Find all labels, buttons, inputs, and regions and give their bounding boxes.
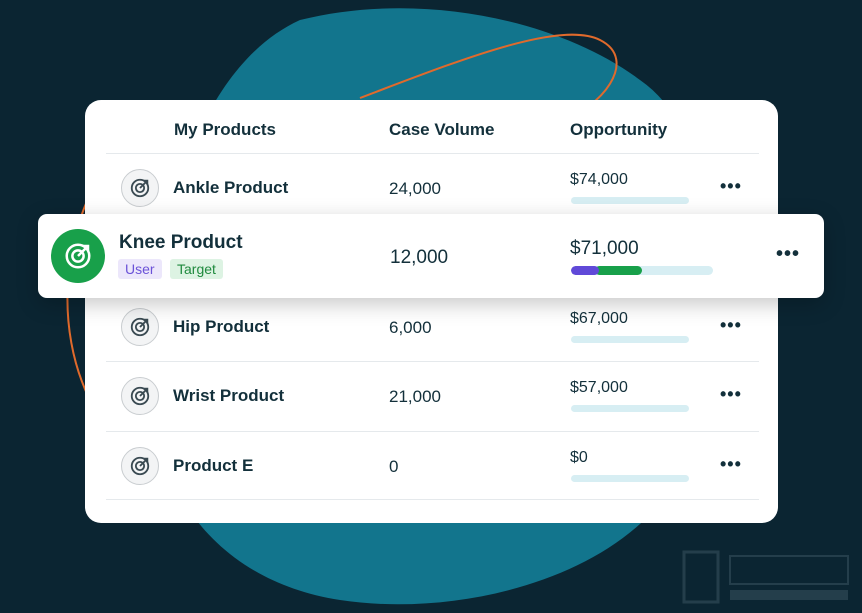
opportunity-bar	[571, 197, 689, 204]
column-header-opportunity[interactable]: Opportunity	[570, 120, 668, 139]
target-tag: Target	[170, 259, 223, 279]
highlighted-row-knee-product[interactable]: Knee Product User Target 12,000 $71,000 …	[38, 214, 824, 298]
opportunity-bar	[571, 405, 689, 412]
more-options-button[interactable]: •••	[720, 454, 742, 474]
opportunity-bar	[571, 336, 689, 343]
table-row[interactable]: Wrist Product 21,000 $57,000 •••	[106, 361, 759, 430]
product-name[interactable]: Product E	[173, 456, 254, 475]
target-arrow-icon	[121, 377, 159, 415]
watermark-logo	[682, 550, 849, 604]
opportunity-bar	[571, 475, 689, 482]
product-name[interactable]: Wrist Product	[173, 386, 285, 405]
more-options-button[interactable]: •••	[720, 315, 742, 335]
table-row[interactable]: Product E 0 $0 •••	[106, 431, 759, 500]
user-progress-segment	[571, 266, 599, 275]
case-volume: 6,000	[389, 318, 432, 337]
more-options-button[interactable]: •••	[720, 176, 742, 196]
target-arrow-icon	[51, 229, 105, 283]
opportunity-value: $71,000	[570, 238, 639, 259]
product-name[interactable]: Ankle Product	[173, 178, 289, 197]
opportunity-value: $74,000	[570, 171, 628, 188]
case-volume: 21,000	[389, 387, 441, 406]
case-volume: 24,000	[389, 179, 441, 198]
column-header-case-volume[interactable]: Case Volume	[389, 120, 495, 139]
product-name[interactable]: Knee Product	[119, 232, 243, 253]
opportunity-progress-bar	[571, 266, 713, 275]
case-volume: 0	[389, 457, 399, 476]
more-options-button[interactable]: •••	[776, 243, 801, 265]
target-arrow-icon	[121, 308, 159, 346]
opportunity-value: $0	[570, 449, 588, 466]
target-arrow-icon	[121, 169, 159, 207]
table-header: My Products Case Volume Opportunity	[85, 100, 778, 154]
opportunity-value: $57,000	[570, 379, 628, 396]
table-row[interactable]: Hip Product 6,000 $67,000 •••	[106, 292, 759, 361]
product-name[interactable]: Hip Product	[173, 317, 270, 336]
column-header-products[interactable]: My Products	[174, 120, 277, 139]
target-arrow-icon	[121, 447, 159, 485]
case-volume: 12,000	[390, 247, 449, 268]
products-card: My Products Case Volume Opportunity Ankl…	[85, 100, 778, 523]
more-options-button[interactable]: •••	[720, 384, 742, 404]
table-row[interactable]: Ankle Product 24,000 $74,000 •••	[106, 153, 759, 222]
target-progress-segment	[595, 266, 642, 275]
opportunity-value: $67,000	[570, 310, 628, 327]
user-tag: User	[118, 259, 162, 279]
